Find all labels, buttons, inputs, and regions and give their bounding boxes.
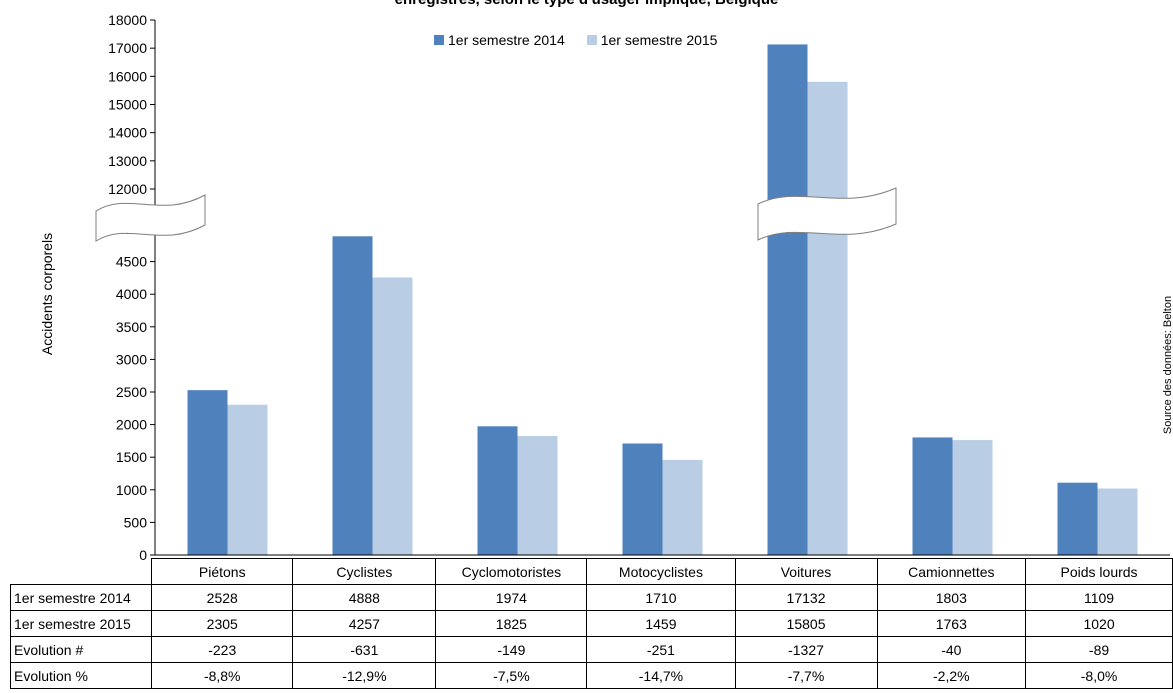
- table-row: 1er semestre 2014 2528 4888 1974 1710 17132 18…: [9, 584, 1173, 611]
- table-cell: 1974: [435, 584, 588, 611]
- legend-swatch-2014: [434, 35, 444, 45]
- chart-title: enregistrés, selon le type d'usager impl…: [0, 0, 1173, 8]
- y-tick-label: 18000: [108, 12, 147, 28]
- table-cell: 4888: [292, 584, 437, 611]
- y-tick-label: 4500: [116, 254, 147, 270]
- table-cell: 1710: [586, 584, 736, 611]
- bar-2014: [187, 390, 228, 555]
- y-tick-label: 13000: [108, 153, 147, 169]
- y-tick-label: 2000: [116, 417, 147, 433]
- y-tick-label: 14000: [108, 125, 147, 141]
- legend-item-2015: 1er semestre 2015: [586, 32, 718, 48]
- bar-2015: [662, 459, 703, 555]
- y-tick-label: 17000: [108, 40, 147, 56]
- table-cell: 1109: [1025, 584, 1173, 611]
- y-tick-label: 0: [139, 547, 147, 563]
- x-category-label: Voitures: [734, 558, 878, 585]
- table-cell: 1763: [876, 610, 1027, 637]
- table-row-label: Evolution #: [9, 636, 153, 663]
- table-cell: -8,8%: [151, 662, 294, 689]
- table-cell: 1803: [876, 584, 1027, 611]
- legend-label-2014: 1er semestre 2014: [448, 32, 565, 48]
- table-cell: 4257: [292, 610, 437, 637]
- table-corner-cell: [10, 558, 153, 585]
- x-category-label: Piétons: [151, 558, 294, 585]
- bar-2014: [477, 426, 518, 555]
- x-category-label: Motocyclistes: [586, 558, 736, 585]
- table-cell: -7,7%: [734, 662, 878, 689]
- bar-2015: [952, 440, 993, 555]
- table-cell: -89: [1025, 636, 1173, 663]
- axis-break-mark: [95, 194, 206, 242]
- bar-2015: [372, 277, 413, 555]
- bar-2014: [767, 44, 808, 555]
- table-cell: 2528: [151, 584, 294, 611]
- y-tick-label: 1000: [116, 482, 147, 498]
- table-cell: -251: [586, 636, 736, 663]
- y-tick-label: 12000: [108, 181, 147, 197]
- y-tick-label: 500: [124, 514, 148, 530]
- table-cell: 2305: [151, 610, 294, 637]
- bar-2015: [1097, 488, 1138, 555]
- table-cell: -149: [435, 636, 588, 663]
- table-cell: -2,2%: [876, 662, 1027, 689]
- table-cell: -12,9%: [292, 662, 437, 689]
- y-tick-label: 3500: [116, 319, 147, 335]
- data-table: Piétons Cyclistes Cyclomotoristes Motocycli…: [9, 558, 1173, 689]
- x-category-label: Camionnettes: [876, 558, 1027, 585]
- table-cell: -631: [292, 636, 437, 663]
- x-category-label: Cyclistes: [292, 558, 437, 585]
- bar-2014: [912, 437, 953, 555]
- table-cell: -223: [151, 636, 294, 663]
- table-cell: 17132: [734, 584, 878, 611]
- table-cell: -14,7%: [586, 662, 736, 689]
- table-row: Evolution % -8,8% -12,9% -7,5% -14,7% -7,7% -2…: [9, 662, 1173, 689]
- y-tick-label: 1500: [116, 449, 147, 465]
- x-category-label: Poids lourds: [1025, 558, 1173, 585]
- bar-2015: [807, 81, 848, 555]
- table-cell: -40: [876, 636, 1027, 663]
- y-tick-label: 15000: [108, 97, 147, 113]
- legend-item-2014: 1er semestre 2014: [434, 32, 565, 48]
- legend-swatch-2015: [586, 35, 597, 45]
- bar-2015: [227, 404, 268, 555]
- y-tick-label: 3000: [116, 351, 147, 367]
- table-row-label: Evolution %: [9, 662, 153, 689]
- y-tick-label: 4000: [116, 286, 147, 302]
- table-cell: -7,5%: [435, 662, 588, 689]
- chart-legend: 1er semestre 2014 1er semestre 2015: [434, 32, 717, 48]
- bar-2014: [622, 443, 663, 555]
- table-row-label: 1er semestre 2015: [9, 610, 153, 637]
- bar-2015: [517, 436, 558, 555]
- table-cell: 1459: [586, 610, 736, 637]
- y-tick-label: 16000: [108, 68, 147, 84]
- axis-break-mark: [757, 187, 897, 241]
- table-cell: 1020: [1025, 610, 1173, 637]
- y-tick-label: 2500: [116, 384, 147, 400]
- legend-label-2015: 1er semestre 2015: [600, 32, 718, 48]
- table-cell: 15805: [734, 610, 878, 637]
- x-category-label: Cyclomotoristes: [435, 558, 588, 585]
- bar-2014: [332, 236, 373, 555]
- table-cell: 1825: [435, 610, 588, 637]
- table-header-row: Piétons Cyclistes Cyclomotoristes Motocycli…: [10, 558, 1173, 585]
- bar-2014: [1057, 482, 1098, 555]
- table-row: 1er semestre 2015 2305 4257 1825 1459 15805 17…: [9, 610, 1173, 637]
- table-cell: -1327: [734, 636, 878, 663]
- table-row-label: 1er semestre 2014: [9, 584, 153, 611]
- table-cell: -8,0%: [1025, 662, 1173, 689]
- table-row: Evolution # -223 -631 -149 -251 -1327 -40 -89: [9, 636, 1173, 663]
